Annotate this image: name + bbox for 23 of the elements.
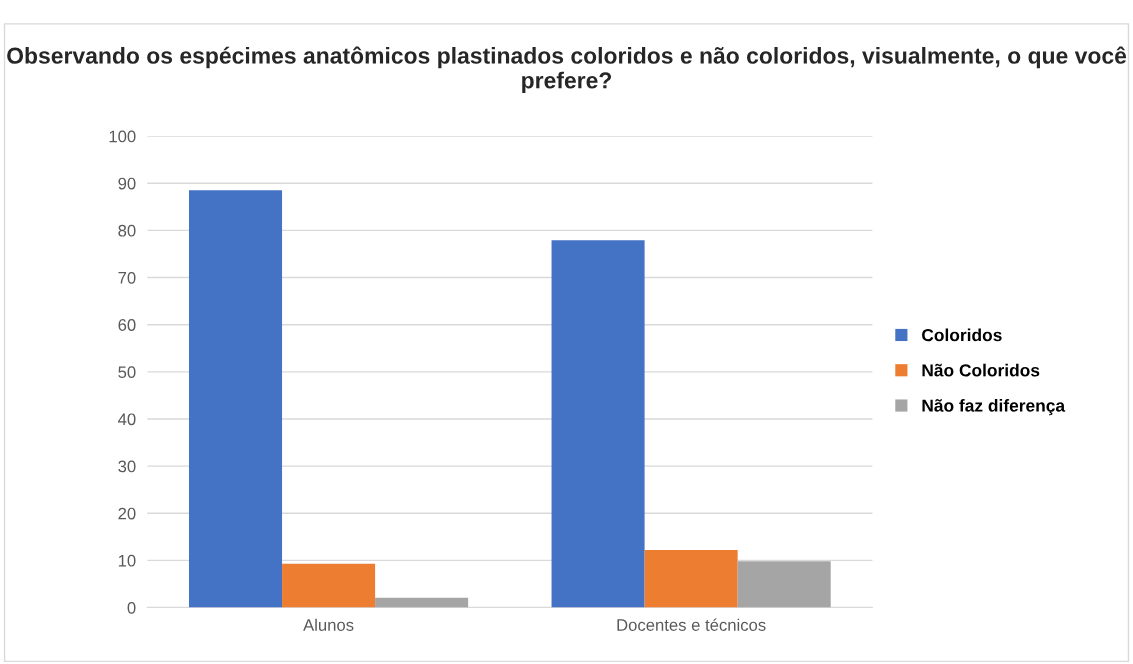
- y-tick-label: 90: [118, 177, 136, 190]
- y-tick-label: 10: [118, 554, 136, 567]
- bar: [188, 190, 283, 608]
- y-tick-label: 50: [118, 366, 136, 379]
- bar: [644, 550, 738, 608]
- y-tick-label: 40: [118, 413, 136, 426]
- y-tick-label: 60: [118, 319, 136, 331]
- y-tick-label: 100: [109, 130, 136, 143]
- y-tick-label: 0: [127, 601, 136, 614]
- x-tick-label: Docentes e técnicos: [617, 618, 766, 631]
- bar: [282, 563, 376, 608]
- legend-label: Não faz diferença: [922, 399, 1066, 416]
- y-tick-label: 70: [118, 271, 136, 284]
- bar: [551, 240, 645, 608]
- x-tick-label: Alunos: [303, 618, 354, 631]
- chart-title: Observando os espécimes anatômicos plastinados coloridos e não coloridos, visualmente, o que você prefere?: [7, 46, 1127, 94]
- y-tick-label: 80: [118, 224, 136, 237]
- bar: [375, 597, 469, 608]
- legend-label: Não Coloridos: [922, 363, 1040, 377]
- bar: [737, 561, 831, 608]
- y-tick-label: 30: [118, 460, 136, 473]
- legend-label: Coloridos: [922, 328, 1002, 342]
- y-tick-label: 20: [118, 507, 136, 520]
